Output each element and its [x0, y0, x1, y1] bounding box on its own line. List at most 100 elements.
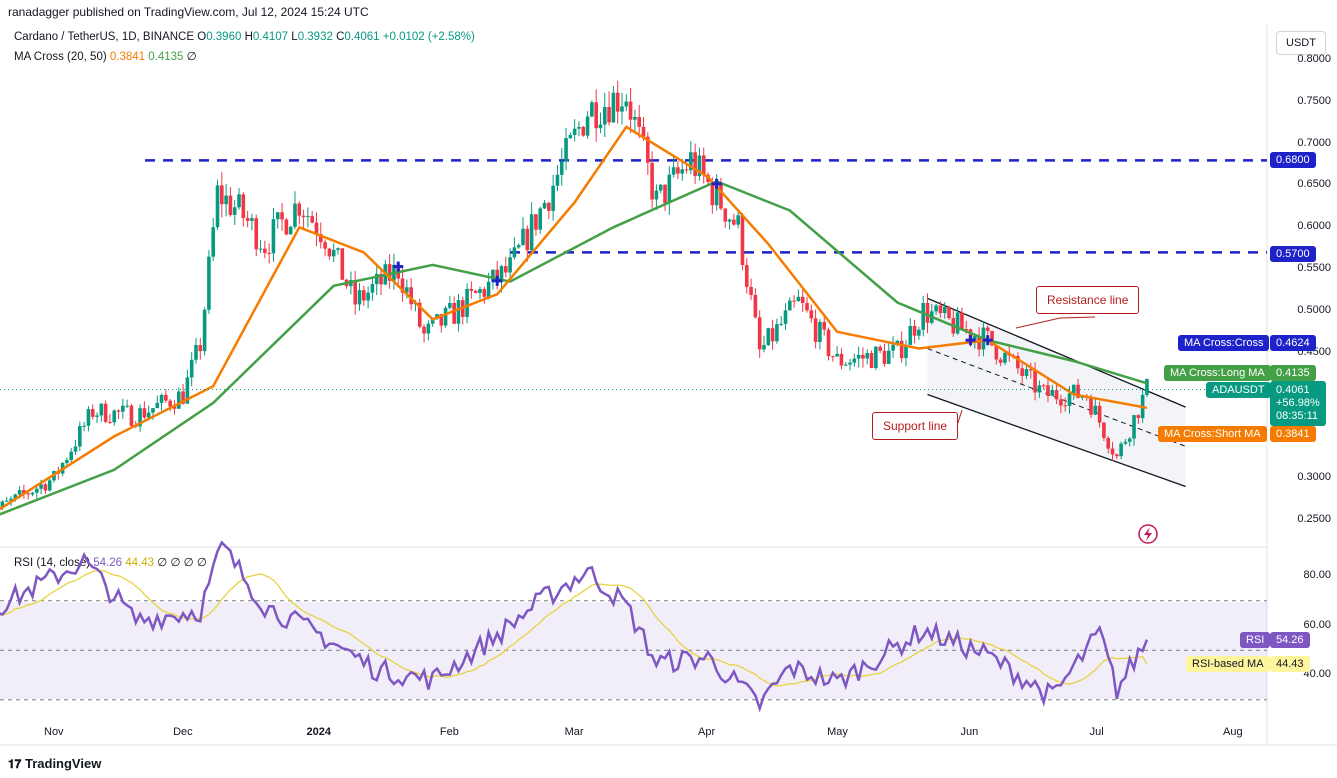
candle-body [456, 300, 461, 324]
candle-body [697, 155, 702, 177]
candle-body [878, 346, 882, 351]
time-tick-label: Nov [44, 726, 64, 738]
candle-body [964, 329, 969, 331]
candle-body [0, 501, 5, 509]
candle-body [99, 403, 104, 416]
symbol-legend[interactable]: Cardano / TetherUS, 1D, BINANCE O0.3960 … [14, 31, 475, 43]
open-label: O [197, 31, 207, 43]
candle-body [577, 126, 581, 129]
candle-body [1132, 415, 1136, 439]
candle-body [921, 303, 925, 330]
candle-body [998, 359, 1003, 363]
candle-body [288, 226, 293, 235]
candle-body [448, 302, 452, 308]
support-callout[interactable]: Support line [872, 412, 959, 440]
candle-body [125, 405, 129, 407]
candle-body [465, 288, 469, 317]
low-value: 0.3932 [297, 31, 333, 43]
candle-body [1024, 369, 1029, 376]
candle-body [538, 208, 543, 230]
candle-body [43, 484, 48, 491]
candle-body [1119, 443, 1123, 457]
candle-body [559, 161, 564, 175]
candle-body [17, 490, 22, 495]
lightning-icon[interactable] [1138, 524, 1158, 544]
candle-body [1076, 384, 1080, 398]
candle-body [473, 290, 478, 293]
resistance-callout[interactable]: Resistance line [1036, 286, 1140, 314]
candle-body [417, 302, 422, 327]
candle-body [796, 296, 801, 302]
time-tick-label: 2024 [306, 726, 331, 738]
candle-body [770, 328, 775, 342]
support-line [927, 393, 1186, 488]
candle-body [297, 203, 302, 216]
candle-body [529, 214, 534, 251]
candle-body [86, 409, 91, 426]
candle-body [263, 248, 267, 253]
candle-body [1028, 369, 1033, 371]
candle-body [581, 126, 586, 136]
candle-body [439, 314, 444, 326]
candle-body [95, 415, 99, 417]
candle-body [572, 128, 577, 136]
candle-body [740, 215, 745, 265]
candle-body [701, 155, 706, 175]
candle-body [912, 326, 917, 336]
candle-body [938, 305, 943, 314]
candle-body [142, 408, 147, 418]
candle-body [955, 312, 960, 334]
candle-body [151, 408, 155, 413]
candle-body [422, 326, 426, 334]
candle-body [809, 310, 814, 319]
close-value: 0.4061 [344, 31, 380, 43]
candle-body [258, 248, 263, 250]
candle-body [1093, 405, 1098, 415]
candle-body [1127, 438, 1132, 442]
candle-body [138, 408, 142, 427]
candle-body [314, 222, 319, 235]
candle-body [1003, 352, 1007, 363]
rsi-ma-line [0, 569, 1148, 687]
candle-body [65, 460, 69, 464]
candle-body [843, 364, 848, 366]
candle-body [934, 305, 938, 312]
candle-body [1020, 368, 1024, 376]
candle-body [336, 248, 340, 250]
tradingview-logo[interactable]: 𝟏𝟕 TradingView [8, 756, 101, 772]
currency-selector[interactable]: USDT [1276, 31, 1326, 55]
candle-body [430, 318, 435, 324]
open-value: 0.3960 [206, 31, 242, 43]
ma-legend[interactable]: MA Cross (20, 50) 0.3841 0.4135 ∅ [14, 49, 197, 63]
candle-body [112, 410, 117, 423]
candle-body [783, 310, 788, 324]
candle-body [482, 289, 487, 297]
candle-body [904, 344, 908, 359]
candle-body [822, 321, 827, 330]
candle-body [30, 492, 35, 495]
candle-body [301, 215, 306, 218]
candle-body [353, 280, 358, 305]
price-tick-label: 0.6000 [1297, 220, 1331, 233]
price-tick-label: 0.3000 [1297, 471, 1331, 484]
candle-body [757, 317, 762, 350]
candle-body [293, 203, 297, 227]
candle-body [121, 405, 125, 412]
candle-body [452, 302, 456, 324]
candle-body [26, 493, 30, 495]
price-tick-label: 0.8000 [1297, 53, 1331, 65]
rsi-legend[interactable]: RSI (14, close) 54.26 44.43 ∅ ∅ ∅ ∅ [14, 555, 207, 569]
candle-body [207, 256, 211, 310]
candle-body [874, 346, 878, 368]
ma-short-value: 0.3841 [109, 51, 146, 63]
candle-body [1097, 405, 1102, 423]
candle-body [839, 353, 844, 366]
candle-body [861, 354, 865, 359]
ma-cross-value-tag: 0.4624 [1270, 335, 1316, 351]
candle-body [942, 306, 947, 314]
candle-body [181, 391, 185, 404]
candle-body [280, 212, 284, 220]
candle-body [564, 138, 568, 162]
price-tag-value: 0.4061 [1276, 384, 1310, 396]
